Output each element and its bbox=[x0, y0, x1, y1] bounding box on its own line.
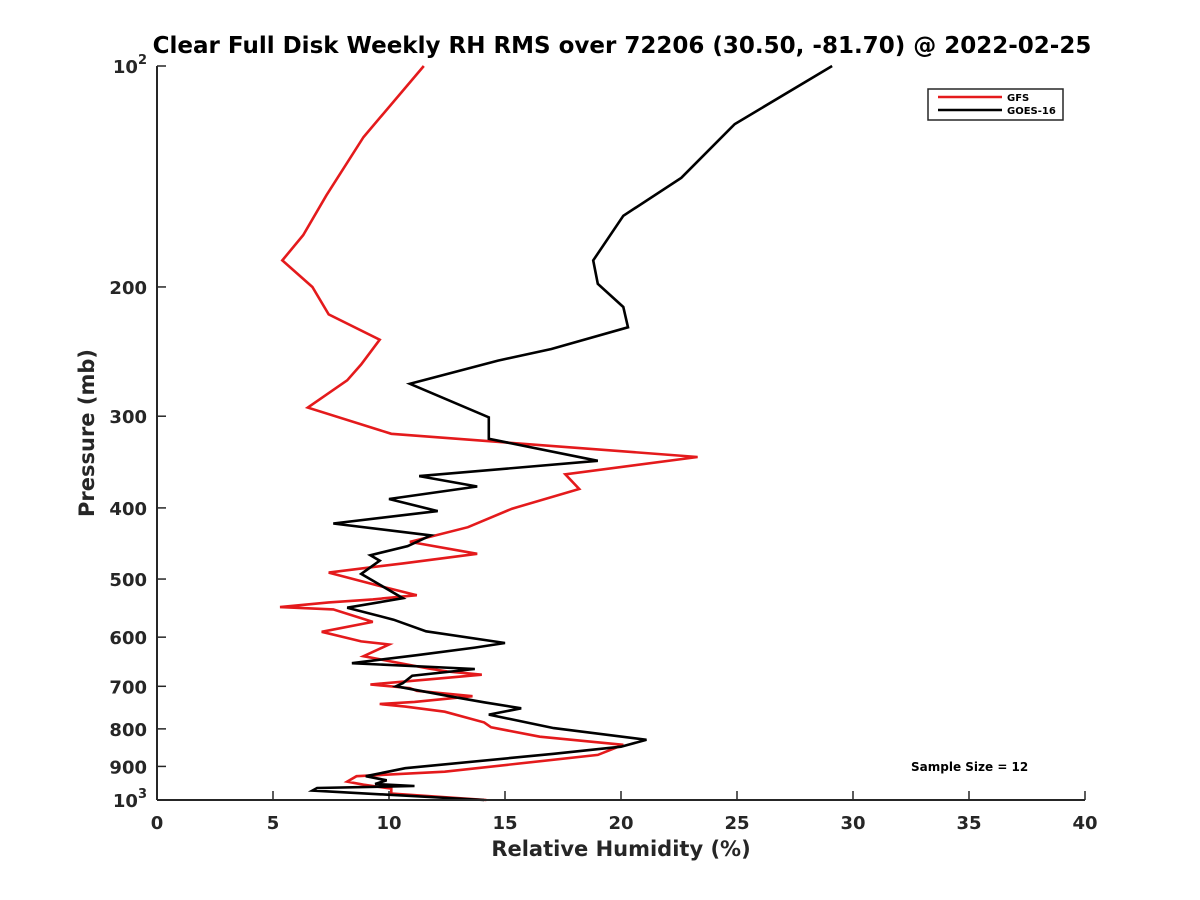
legend-label-gfs: GFS bbox=[1007, 93, 1029, 104]
x-axis-label: Relative Humidity (%) bbox=[491, 837, 750, 861]
y-tick-label: 103 bbox=[113, 787, 147, 812]
sample-size-annotation: Sample Size = 12 bbox=[911, 760, 1028, 774]
y-tick-label: 102 bbox=[113, 53, 147, 78]
series-layer bbox=[279, 64, 833, 802]
y-tick-label: 300 bbox=[109, 407, 147, 428]
legend-label-goes16: GOES-16 bbox=[1007, 106, 1056, 117]
x-tick-label: 20 bbox=[608, 813, 633, 834]
y-tick-label: 600 bbox=[109, 628, 147, 649]
y-tick-label: 500 bbox=[109, 570, 147, 591]
series-line-gfs bbox=[279, 65, 698, 802]
series-line-goes16 bbox=[307, 64, 833, 802]
x-axis-ticks: 0 5 10 15 20 25 30 35 40 bbox=[151, 791, 1098, 834]
x-tick-label: 15 bbox=[492, 813, 517, 834]
x-tick-label: 40 bbox=[1072, 813, 1097, 834]
y-axis-ticks: 102 200 300 400 500 600 700 800 900 103 bbox=[109, 53, 166, 812]
chart-title: Clear Full Disk Weekly RH RMS over 72206… bbox=[153, 33, 1092, 59]
y-tick-label: 400 bbox=[109, 499, 147, 520]
legend-box bbox=[927, 88, 1064, 121]
x-tick-label: 10 bbox=[376, 813, 401, 834]
y-tick-label: 200 bbox=[109, 278, 147, 299]
x-tick-label: 35 bbox=[956, 813, 981, 834]
y-tick-label: 700 bbox=[109, 677, 147, 698]
legend: GFS GOES-16 bbox=[927, 88, 1064, 121]
y-tick-label: 900 bbox=[109, 757, 147, 778]
y-tick-label: 800 bbox=[109, 720, 147, 741]
x-tick-label: 5 bbox=[267, 813, 280, 834]
y-axis-label: Pressure (mb) bbox=[75, 349, 99, 517]
x-tick-label: 25 bbox=[724, 813, 749, 834]
x-tick-label: 30 bbox=[840, 813, 865, 834]
x-tick-label: 0 bbox=[151, 813, 164, 834]
